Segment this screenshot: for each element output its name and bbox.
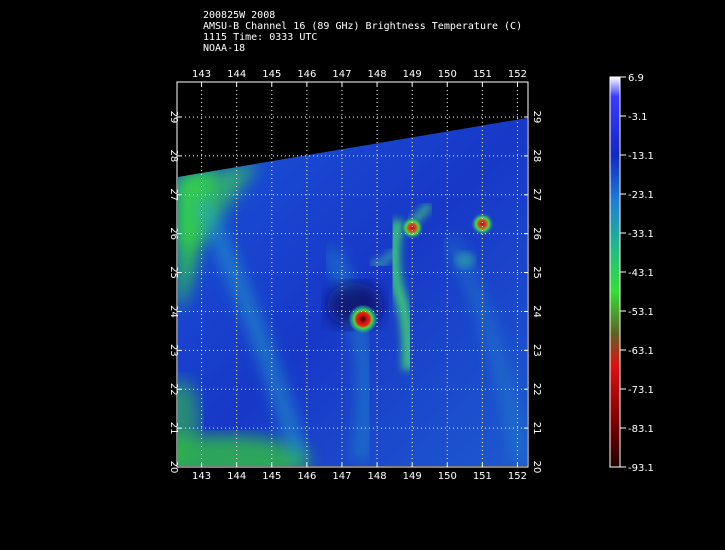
cold-spot	[470, 211, 495, 236]
lat-tick-label-right: 24	[531, 305, 542, 318]
title-block: 200825W 2008 AMSU-B Channel 16 (89 GHz) …	[203, 10, 522, 54]
colorbar-label: -83.1	[628, 424, 654, 435]
lon-tick-label-top: 145	[262, 69, 281, 80]
lon-tick-label-top: 149	[403, 69, 422, 80]
lat-tick-label-right: 25	[531, 266, 542, 279]
cold-spot	[348, 304, 379, 335]
lon-tick-label-top: 147	[332, 69, 351, 80]
time-label: 1115 Time: 0333 UTC	[203, 32, 318, 43]
brightness-swath	[178, 118, 527, 466]
colorbar-label: -73.1	[628, 385, 654, 396]
lat-tick-label-left: 27	[168, 188, 179, 201]
lat-tick-label-right: 28	[531, 150, 542, 163]
lon-tick-label-bottom: 149	[403, 471, 422, 482]
lon-tick-label-bottom: 144	[227, 471, 246, 482]
lat-tick-label-left: 28	[168, 150, 179, 163]
storm-id: 200825W 2008	[203, 10, 276, 21]
colorbar	[609, 76, 621, 468]
lat-tick-label-right: 22	[531, 383, 542, 396]
lat-tick-label-left: 24	[168, 305, 179, 318]
colorbar-label: -3.1	[628, 112, 648, 123]
gridlines	[177, 82, 528, 468]
cold-spot	[400, 215, 425, 240]
lat-tick-label-left: 26	[168, 227, 179, 240]
lon-tick-label-top: 150	[438, 69, 457, 80]
lat-tick-label-left: 29	[168, 111, 179, 124]
lon-tick-label-bottom: 148	[368, 471, 387, 482]
axis-ticks: 143 143 144 144 145 145 146 146 147 147 148 148 149 1…	[168, 69, 542, 482]
lat-tick-label-right: 20	[531, 461, 542, 474]
colorbar-label: -93.1	[628, 463, 654, 474]
lat-tick-label-left: 20	[168, 461, 179, 474]
lon-tick-label-bottom: 143	[192, 471, 211, 482]
lon-tick-label-bottom: 146	[297, 471, 316, 482]
lat-tick-label-right: 21	[531, 422, 542, 435]
lon-tick-label-bottom: 152	[508, 471, 527, 482]
satellite-name: NOAA-18	[203, 43, 246, 54]
lat-tick-label-left: 21	[168, 422, 179, 435]
colorbar-label: -63.1	[628, 346, 654, 357]
lon-tick-label-top: 151	[473, 69, 492, 80]
lat-tick-label-right: 23	[531, 344, 542, 357]
colorbar-labels: 6.9 -3.1 -13.1 -23.1 -33.1 -43.1 -53.1 -63.1 -73…	[620, 73, 654, 474]
colorbar-label: -23.1	[628, 190, 654, 201]
lon-tick-label-top: 144	[227, 69, 246, 80]
product-title: AMSU-B Channel 16 (89 GHz) Brightness Te…	[203, 21, 523, 32]
lon-tick-label-top: 143	[192, 69, 211, 80]
lon-tick-label-bottom: 147	[332, 471, 351, 482]
lon-tick-label-bottom: 150	[438, 471, 457, 482]
colorbar-label: -43.1	[628, 268, 654, 279]
lon-tick-label-bottom: 151	[473, 471, 492, 482]
lat-tick-label-left: 23	[168, 344, 179, 357]
lon-tick-label-bottom: 145	[262, 471, 281, 482]
lon-tick-label-top: 148	[368, 69, 387, 80]
lat-tick-label-right: 29	[531, 111, 542, 124]
lon-tick-label-top: 146	[297, 69, 316, 80]
colorbar-label: 6.9	[628, 73, 644, 84]
lat-tick-label-left: 22	[168, 383, 179, 396]
lat-tick-label-right: 27	[531, 188, 542, 201]
colorbar-label: -53.1	[628, 307, 654, 318]
lat-tick-label-left: 25	[168, 266, 179, 279]
lat-tick-label-right: 26	[531, 227, 542, 240]
lon-tick-label-top: 152	[508, 69, 527, 80]
colorbar-label: -33.1	[628, 229, 654, 240]
colorbar-label: -13.1	[628, 151, 654, 162]
cold-spots	[348, 211, 495, 335]
